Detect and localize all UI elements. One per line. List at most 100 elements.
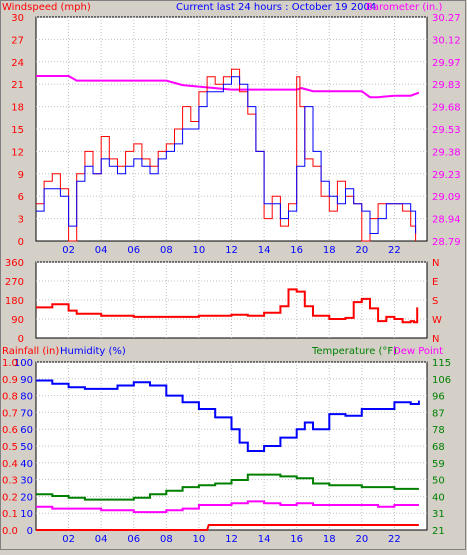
barometer-axis-title: Barometer (in.) xyxy=(366,2,442,13)
x-tick-label: 06 xyxy=(127,245,140,256)
humidity-temperature-series xyxy=(36,379,420,531)
left-tick-label: 10 xyxy=(20,509,33,520)
left-tick-label: 6 xyxy=(18,192,24,203)
rain-tick-label: 0.3 xyxy=(2,476,18,487)
right-tick-label: 31 xyxy=(432,509,445,520)
right-tick-label: 28.94 xyxy=(432,215,461,226)
temperature-line xyxy=(36,473,419,501)
rain-tick-label: 0.4 xyxy=(2,459,18,470)
left-tick-label: 18 xyxy=(11,103,24,114)
right-tick-label: E xyxy=(432,277,438,288)
rainfall-axis-title: Rainfall (in) xyxy=(2,346,59,357)
wind-barometer-series xyxy=(36,68,420,242)
left-tick-label: 40 xyxy=(20,459,33,470)
x-tick-label: 10 xyxy=(193,245,206,256)
right-tick-label: 30.27 xyxy=(432,13,461,24)
left-tick-label: 3 xyxy=(18,215,24,226)
rain-tick-label: 0.7 xyxy=(2,408,18,419)
x-tick-label: 14 xyxy=(258,534,271,545)
x-tick-label: 14 xyxy=(258,245,271,256)
right-tick-label: 21 xyxy=(432,526,445,537)
wind-x-tick-labels: 02 04 06 08 10 12 14 16 18 20 22 xyxy=(62,245,401,256)
right-tick-label: 96 xyxy=(432,392,445,403)
x-tick-label: 12 xyxy=(225,534,238,545)
direction-series xyxy=(36,288,419,324)
left-tick-label: 90 xyxy=(20,375,33,386)
rain-tick-label: 0.9 xyxy=(2,375,18,386)
x-tick-label: 02 xyxy=(62,534,75,545)
right-tick-label: 106 xyxy=(432,375,451,386)
right-tick-label: N xyxy=(432,258,439,269)
right-tick-label: S xyxy=(432,296,438,307)
rain-tick-label: 0.1 xyxy=(2,509,18,520)
rain-tick-label: 0.6 xyxy=(2,425,18,436)
wind-average-line xyxy=(36,76,417,234)
dew-point-line xyxy=(36,500,419,514)
humidity-axis-title: Humidity (%) xyxy=(60,346,126,357)
x-tick-label: 02 xyxy=(62,245,75,256)
rain-tick-label: 1.0 xyxy=(2,358,18,369)
right-tick-label: 30.12 xyxy=(432,35,461,46)
rain-tick-label: 0.2 xyxy=(2,492,18,503)
x-tick-label: 04 xyxy=(95,534,108,545)
left-tick-label: 100 xyxy=(14,358,33,369)
left-tick-label: 270 xyxy=(5,277,24,288)
left-tick-label: 0 xyxy=(27,526,33,537)
x-tick-label: 22 xyxy=(388,534,401,545)
windspeed-tick-labels: 0 3 6 9 12 15 18 21 24 27 30 xyxy=(11,13,24,248)
left-tick-label: 0 xyxy=(18,334,24,345)
temperature-axis-title: Temperature (°F) xyxy=(311,346,397,357)
right-tick-label: 29.97 xyxy=(432,58,461,69)
rain-tick-label: 0.8 xyxy=(2,392,18,403)
left-tick-label: 21 xyxy=(11,80,24,91)
left-tick-label: 360 xyxy=(5,258,24,269)
x-tick-label: 20 xyxy=(355,245,368,256)
right-tick-label: 115 xyxy=(432,358,451,369)
left-tick-label: 9 xyxy=(18,170,24,181)
humidity-x-tick-labels: 02 04 06 08 10 12 14 16 18 20 22 xyxy=(62,534,401,545)
right-tick-label: 29.09 xyxy=(432,192,461,203)
humidity-line xyxy=(36,379,420,452)
left-tick-label: 12 xyxy=(11,147,24,158)
wind-direction-line xyxy=(36,288,419,324)
right-tick-label: N xyxy=(432,334,439,345)
right-tick-label: 29.38 xyxy=(432,147,461,158)
left-tick-label: 27 xyxy=(11,35,24,46)
right-tick-label: 68 xyxy=(432,442,445,453)
right-tick-label: 78 xyxy=(432,425,445,436)
x-tick-label: 18 xyxy=(323,534,336,545)
humidity-rain-tick-labels: 0 10 20 30 40 50 60 70 80 90 100 0.0 0.1 0.2 0.3 0.4 0.5… xyxy=(2,358,33,537)
x-tick-label: 16 xyxy=(290,245,303,256)
barometer-tick-labels: 28.79 28.94 29.09 29.23 29.38 29.53 29.68 29.83… xyxy=(432,13,461,248)
x-tick-label: 12 xyxy=(225,245,238,256)
right-tick-label: 40 xyxy=(432,492,445,503)
left-tick-label: 30 xyxy=(11,13,24,24)
left-tick-label: 180 xyxy=(5,296,24,307)
x-tick-label: 08 xyxy=(160,534,173,545)
barometer-line xyxy=(36,75,420,99)
right-tick-label: 29.68 xyxy=(432,103,461,114)
rainfall-line xyxy=(36,524,419,531)
chart-title: Current last 24 hours : October 19 2004 xyxy=(176,2,376,13)
x-tick-label: 06 xyxy=(127,534,140,545)
right-tick-label: 59 xyxy=(432,459,445,470)
right-tick-label: 29.53 xyxy=(432,125,461,136)
right-tick-label: 87 xyxy=(432,408,445,419)
dewpoint-axis-title: Dew Point xyxy=(393,346,443,357)
x-tick-label: 18 xyxy=(323,245,336,256)
right-tick-label: 29.83 xyxy=(432,80,461,91)
x-tick-label: 08 xyxy=(160,245,173,256)
left-tick-label: 30 xyxy=(20,476,33,487)
left-tick-label: 80 xyxy=(20,392,33,403)
x-tick-label: 16 xyxy=(290,534,303,545)
left-tick-label: 60 xyxy=(20,425,33,436)
windspeed-axis-title: Windspeed (mph) xyxy=(2,2,91,13)
right-tick-label: 29.23 xyxy=(432,170,461,181)
rain-tick-label: 0.5 xyxy=(2,442,18,453)
left-tick-label: 0 xyxy=(18,237,24,248)
x-tick-label: 20 xyxy=(355,534,368,545)
x-tick-label: 04 xyxy=(95,245,108,256)
temperature-tick-labels: 21 31 40 50 59 68 78 87 96 106 115 xyxy=(432,358,451,537)
left-tick-label: 50 xyxy=(20,442,33,453)
